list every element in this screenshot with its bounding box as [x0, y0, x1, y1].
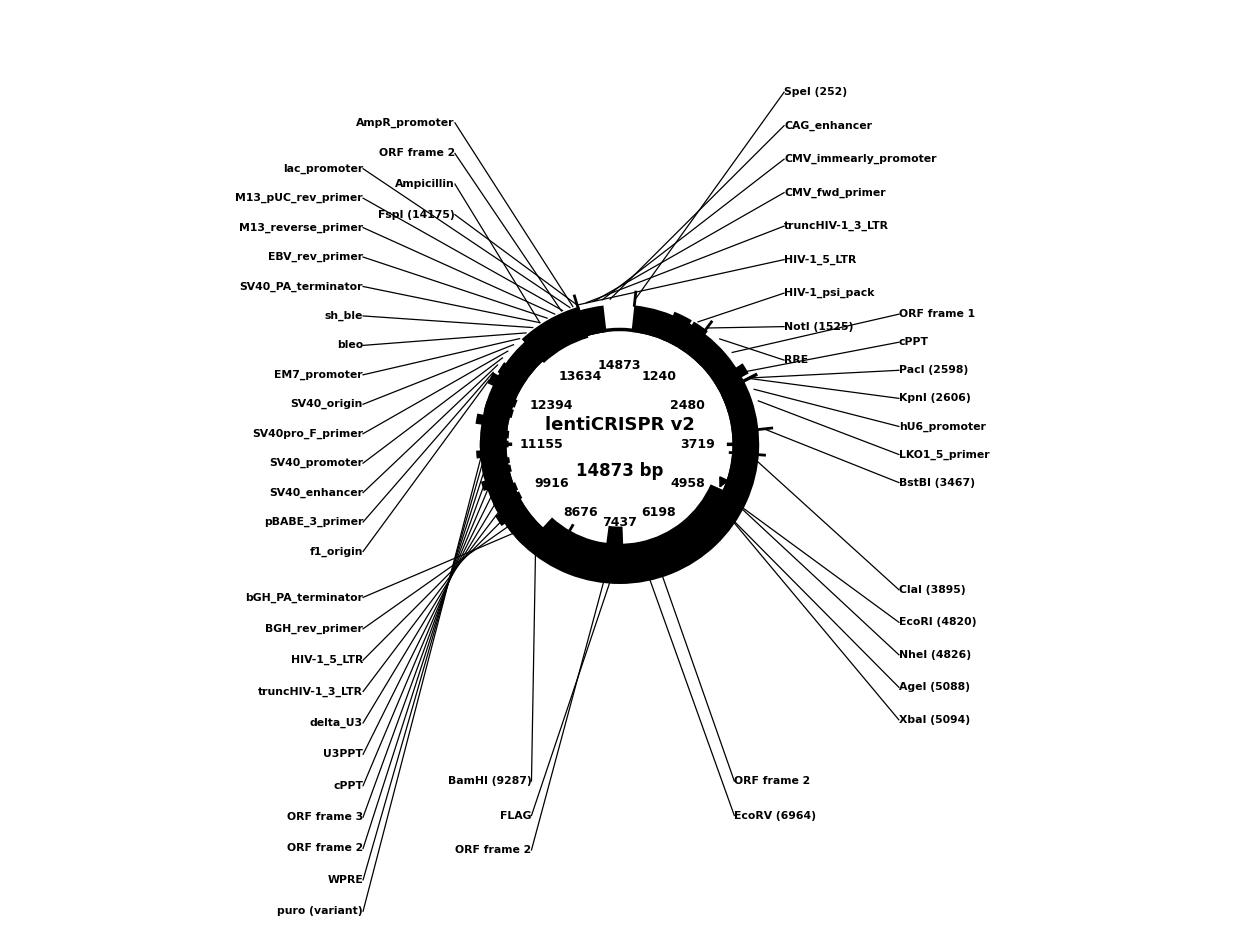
Text: NotI (1525): NotI (1525): [784, 322, 854, 332]
Text: 1240: 1240: [642, 370, 676, 383]
Text: hU6_promoter: hU6_promoter: [898, 421, 986, 431]
Text: delta_U3: delta_U3: [310, 718, 363, 728]
Text: SV40_origin: SV40_origin: [291, 399, 363, 410]
Wedge shape: [514, 521, 539, 545]
Text: M13_reverse_primer: M13_reverse_primer: [239, 222, 363, 233]
Text: FspI (14175): FspI (14175): [378, 210, 455, 219]
Text: AgeI (5088): AgeI (5088): [898, 682, 970, 692]
Text: 13634: 13634: [559, 370, 602, 383]
Text: SV40pro_F_primer: SV40pro_F_primer: [252, 429, 363, 439]
Wedge shape: [483, 401, 514, 418]
Text: 6198: 6198: [642, 506, 676, 518]
Wedge shape: [476, 413, 506, 428]
Text: ClaI (3895): ClaI (3895): [898, 585, 965, 595]
Text: XbaI (5094): XbaI (5094): [898, 715, 970, 725]
Text: puro (variant): puro (variant): [278, 906, 363, 917]
Text: WPRE: WPRE: [327, 875, 363, 885]
Text: bleo: bleo: [337, 341, 363, 350]
Text: 14873 bp: 14873 bp: [576, 462, 663, 480]
Text: ORF frame 1: ORF frame 1: [898, 309, 975, 319]
Text: 14873: 14873: [597, 359, 642, 373]
Text: ORF frame 2: ORF frame 2: [286, 844, 363, 853]
Text: CMV_immearly_promoter: CMV_immearly_promoter: [784, 154, 937, 165]
Text: truncHIV-1_3_LTR: truncHIV-1_3_LTR: [784, 221, 890, 231]
Text: HIV-1_5_LTR: HIV-1_5_LTR: [784, 254, 856, 265]
Text: lac_promoter: lac_promoter: [282, 164, 363, 174]
Text: cPPT: cPPT: [333, 780, 363, 791]
Text: FLAG: FLAG: [501, 811, 532, 820]
Text: bGH_PA_terminator: bGH_PA_terminator: [245, 592, 363, 603]
Text: SV40_enhancer: SV40_enhancer: [269, 487, 363, 498]
Wedge shape: [603, 526, 624, 565]
Text: f1_origin: f1_origin: [310, 547, 363, 556]
Wedge shape: [481, 475, 509, 491]
Wedge shape: [496, 502, 524, 526]
Wedge shape: [509, 353, 535, 377]
Text: truncHIV-1_3_LTR: truncHIV-1_3_LTR: [258, 687, 363, 696]
Text: RRE: RRE: [784, 355, 808, 365]
Text: 12394: 12394: [530, 398, 574, 412]
Wedge shape: [539, 484, 729, 563]
Wedge shape: [492, 482, 518, 499]
Wedge shape: [522, 307, 589, 363]
Wedge shape: [663, 312, 691, 347]
Wedge shape: [484, 457, 510, 466]
Text: 2480: 2480: [670, 398, 705, 412]
Text: EcoRI (4820): EcoRI (4820): [898, 617, 976, 627]
Wedge shape: [691, 338, 719, 366]
Text: PacI (2598): PacI (2598): [898, 365, 968, 376]
Text: LKO1_5_primer: LKO1_5_primer: [898, 449, 990, 460]
Text: CAG_enhancer: CAG_enhancer: [784, 120, 872, 131]
Text: 8676: 8676: [563, 506, 597, 518]
Wedge shape: [487, 373, 518, 395]
Text: CMV_fwd_primer: CMV_fwd_primer: [784, 187, 886, 198]
Text: 3719: 3719: [680, 438, 715, 451]
Wedge shape: [479, 440, 508, 448]
Text: ORF frame 2: ORF frame 2: [455, 845, 532, 855]
Wedge shape: [493, 491, 523, 512]
Wedge shape: [491, 391, 518, 408]
Text: U3PPT: U3PPT: [323, 749, 363, 760]
Text: EM7_promoter: EM7_promoter: [275, 370, 363, 380]
Text: lentiCRISPR v2: lentiCRISPR v2: [545, 416, 694, 434]
Text: cPPT: cPPT: [898, 337, 929, 347]
Text: M13_pUC_rev_primer: M13_pUC_rev_primer: [235, 193, 363, 203]
Text: ORF frame 2: ORF frame 2: [735, 776, 810, 786]
Text: BamHI (9287): BamHI (9287): [447, 776, 532, 786]
Text: SV40_promoter: SV40_promoter: [269, 458, 363, 468]
Wedge shape: [721, 384, 752, 412]
Text: HIV-1_psi_pack: HIV-1_psi_pack: [784, 288, 875, 298]
Text: ORF frame 2: ORF frame 2: [379, 149, 455, 158]
Wedge shape: [476, 449, 503, 459]
Wedge shape: [678, 322, 707, 356]
Wedge shape: [483, 428, 509, 438]
Wedge shape: [498, 362, 528, 387]
Text: KpnI (2606): KpnI (2606): [898, 394, 970, 403]
Wedge shape: [506, 513, 530, 535]
Text: pBABE_3_primer: pBABE_3_primer: [264, 517, 363, 527]
Text: SV40_PA_terminator: SV40_PA_terminator: [239, 281, 363, 291]
Text: Ampicillin: Ampicillin: [395, 179, 455, 189]
Text: 7437: 7437: [602, 517, 637, 529]
Text: ORF frame 3: ORF frame 3: [286, 812, 363, 822]
Text: BGH_rev_primer: BGH_rev_primer: [265, 623, 363, 634]
Text: BstBI (3467): BstBI (3467): [898, 478, 975, 487]
Text: SpeI (252): SpeI (252): [784, 87, 847, 97]
Text: AmpR_promoter: AmpR_promoter: [357, 117, 455, 128]
Text: 11155: 11155: [519, 438, 563, 451]
Text: EBV_rev_primer: EBV_rev_primer: [268, 252, 363, 262]
Text: 4958: 4958: [670, 477, 705, 490]
Wedge shape: [714, 363, 748, 390]
Wedge shape: [482, 464, 512, 479]
Text: EcoRV (6964): EcoRV (6964): [735, 811, 817, 820]
Text: sh_ble: sh_ble: [325, 311, 363, 321]
Wedge shape: [479, 306, 760, 584]
Wedge shape: [581, 309, 605, 336]
Text: 9916: 9916: [534, 477, 569, 490]
Text: HIV-1_5_LTR: HIV-1_5_LTR: [291, 655, 363, 665]
Text: NheI (4826): NheI (4826): [898, 650, 971, 659]
